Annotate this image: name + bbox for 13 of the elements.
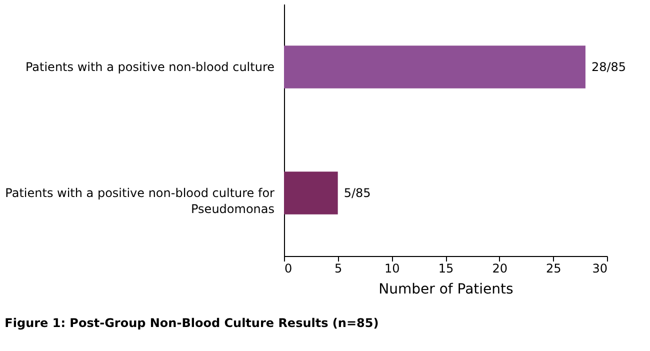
x-tick-label: 10 (384, 262, 400, 276)
x-tick-label: 20 (492, 262, 508, 276)
y-tick-label: Patients with a positive non-blood culture for Pseudomonas (5, 186, 275, 216)
data-label: 28/85 (591, 60, 626, 74)
x-tick-label: 30 (592, 262, 608, 276)
x-tick-label: 5 (334, 262, 342, 276)
data-label: 5/85 (344, 186, 371, 200)
x-tick-label: 0 (284, 262, 292, 276)
y-tick-label: Patients with a positive non-blood culture (25, 60, 274, 74)
x-tick-label: 25 (546, 262, 562, 276)
x-tick-label: 15 (438, 262, 454, 276)
caption: Figure 1: Post-Group Non-Blood Culture Results (n=85) (4, 316, 379, 330)
x-axis-title: Number of Patients (378, 282, 514, 298)
